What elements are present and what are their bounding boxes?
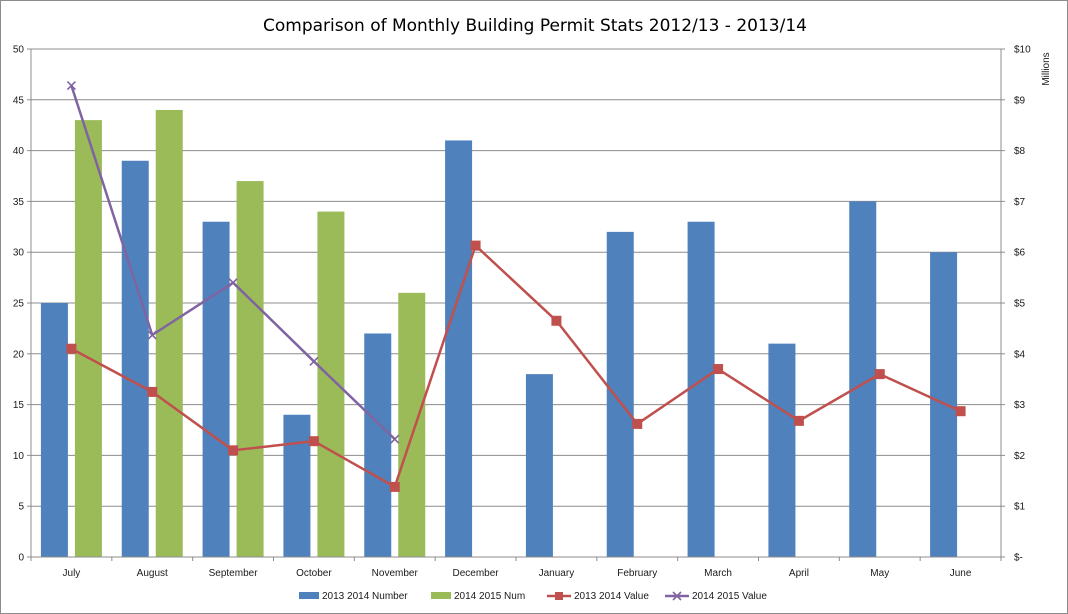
left-tick-label: 0 [18,553,24,564]
category-label: May [870,568,889,579]
series-line [70,85,396,441]
bar [202,221,230,557]
bar [40,303,68,557]
bar [155,109,183,558]
line-point [632,418,643,429]
left-tick-label: 15 [13,400,25,411]
right-tick-label: $1 [1014,502,1026,513]
chart-title: Comparison of Monthly Building Permit St… [263,16,807,36]
right-tick-label: $10 [1014,45,1031,56]
right-tick-label: $5 [1014,299,1026,310]
right-tick-label: $8 [1014,146,1026,157]
line-point [228,278,238,288]
right-tick-label: $4 [1014,349,1026,360]
legend-label: 2013 2014 Value [574,591,649,602]
line-point [147,386,158,397]
left-tick-label: 50 [13,45,25,56]
left-tick-label: 20 [13,349,25,360]
legend-swatch [431,592,451,599]
legend-label: 2013 2014 Number [322,591,408,602]
bar [445,140,473,557]
left-axis-ticks: 0 5 10 15 20 25 30 35 40 45 50 [13,45,25,564]
right-tick-label: $3 [1014,400,1026,411]
line-point [551,315,562,326]
right-tick-label: $6 [1014,248,1026,259]
legend-label: 2014 2015 Num [454,591,525,602]
legend: 2013 2014 Number 2014 2015 Num 2013 2014 V… [299,591,767,602]
bar [236,181,264,557]
left-tick-label: 10 [13,451,25,462]
line-point [228,445,239,456]
category-labels: July August September October November Decemb… [63,568,972,579]
bar [121,160,149,557]
right-axis-label: Millions [1041,52,1052,85]
category-label: August [137,568,168,579]
bar [74,120,102,558]
category-label: October [296,568,332,579]
line-point [793,415,804,426]
category-label: July [63,568,81,579]
right-tick-label: $- [1014,553,1023,564]
line-point [955,406,966,417]
line-point [66,81,76,91]
series-line [70,244,962,489]
legend-swatch [299,592,319,599]
lines [66,81,966,492]
left-tick-label: 35 [13,197,25,208]
line-point [66,343,77,354]
left-tick-label: 25 [13,299,25,310]
category-label: June [950,568,972,579]
category-label: April [789,568,809,579]
line-point [147,330,157,340]
axes [27,48,1005,561]
left-tick-label: 5 [18,502,24,513]
line-point [308,436,319,447]
bar [364,333,392,557]
right-tick-label: $7 [1014,197,1026,208]
legend-marker [672,591,682,601]
category-label: March [704,568,732,579]
line-point [470,240,481,251]
legend-marker [555,592,563,600]
bar [525,374,553,557]
category-label: February [617,568,657,579]
line-point [389,481,400,492]
right-axis-ticks: $- $1 $2 $3 $4 $5 $6 $7 $8 $9 $10 [1014,45,1031,564]
line-point [309,356,319,366]
line-point [874,369,885,380]
category-label: December [453,568,500,579]
bar [768,343,796,557]
category-label: November [372,568,419,579]
legend-label: 2014 2015 Value [692,591,767,602]
bar [317,211,345,557]
left-tick-label: 30 [13,248,25,259]
bar [283,414,311,557]
category-label: January [539,568,575,579]
bar [687,221,715,557]
bar [606,231,634,557]
gridlines [31,48,1001,507]
line-point [390,434,400,444]
left-tick-label: 40 [13,146,25,157]
left-tick-label: 45 [13,95,25,106]
line-point [713,364,724,375]
right-tick-label: $9 [1014,95,1026,106]
right-tick-label: $2 [1014,451,1026,462]
bars [40,109,958,558]
category-label: September [209,568,259,579]
bar [398,292,426,557]
